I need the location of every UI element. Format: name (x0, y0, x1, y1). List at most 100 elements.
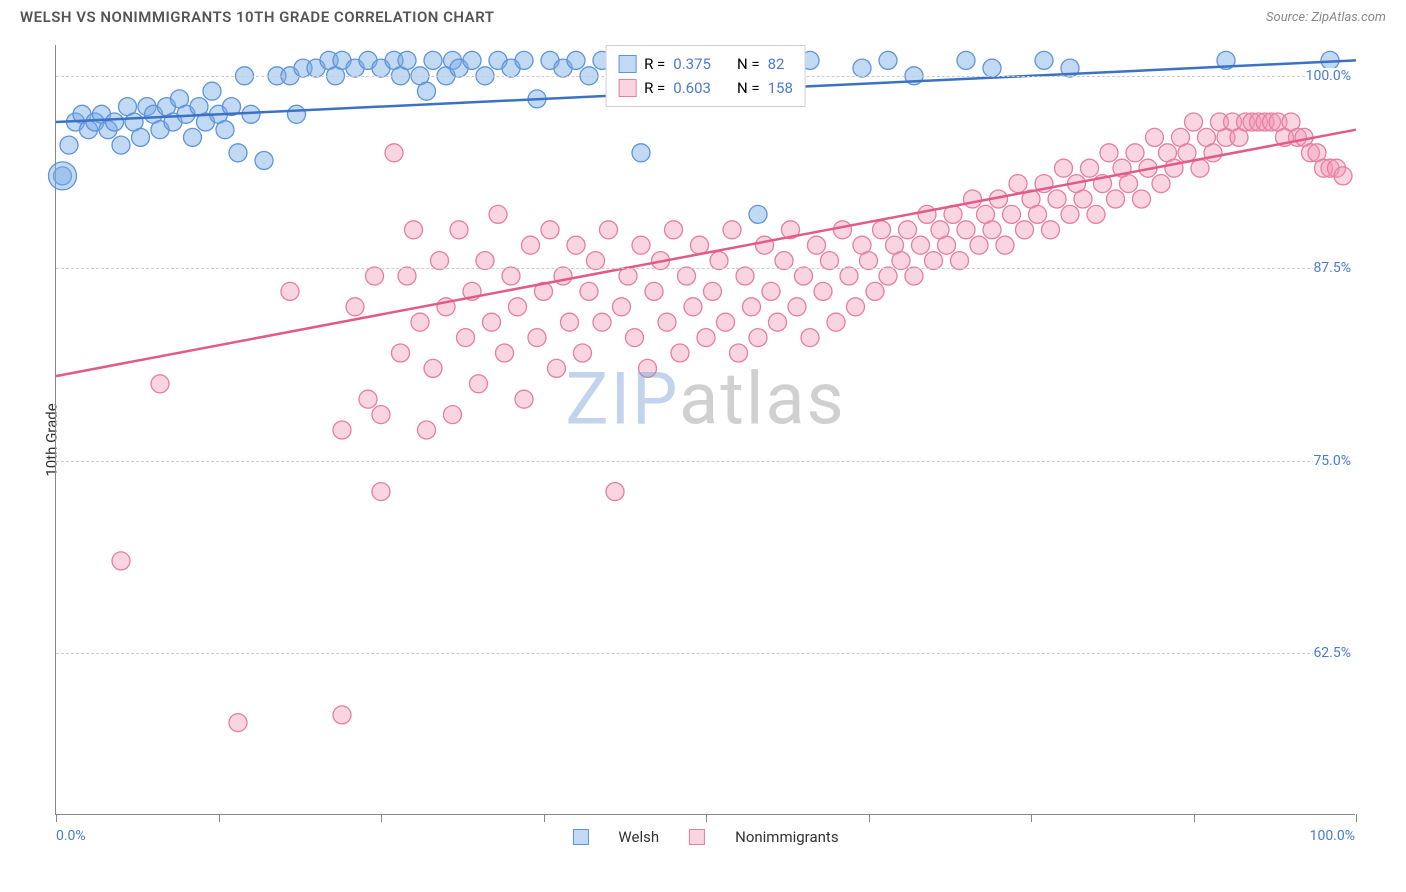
scatter-point (678, 267, 696, 285)
scatter-point (840, 267, 858, 285)
r-label: R = (644, 52, 665, 76)
scatter-point (925, 252, 943, 270)
x-tick (219, 814, 220, 822)
scatter-point (567, 51, 585, 69)
bottom-legend: Welsh Nonimmigrants (572, 828, 838, 846)
scatter-point (873, 221, 891, 239)
scatter-point (736, 267, 754, 285)
scatter-point (1016, 221, 1034, 239)
scatter-point (216, 121, 234, 139)
r-value-welsh: 0.375 (673, 52, 711, 76)
scatter-point (483, 313, 501, 331)
x-tick (56, 814, 57, 822)
scatter-point (346, 298, 364, 316)
x-min-label: 0.0% (56, 828, 86, 844)
scatter-point (639, 359, 657, 377)
scatter-point (476, 252, 494, 270)
scatter-point (528, 329, 546, 347)
swatch-welsh-b (572, 829, 588, 845)
scatter-point (860, 252, 878, 270)
scatter-point (983, 221, 1001, 239)
scatter-point (918, 205, 936, 223)
scatter-point (580, 282, 598, 300)
scatter-point (151, 375, 169, 393)
scatter-point-large (49, 162, 77, 190)
scatter-point (710, 252, 728, 270)
scatter-point (1055, 159, 1073, 177)
swatch-nonimm (618, 79, 636, 97)
scatter-point (229, 714, 247, 732)
scatter-point (333, 421, 351, 439)
x-tick (869, 814, 870, 822)
x-tick (1356, 814, 1357, 822)
scatter-point (938, 236, 956, 254)
scatter-point (106, 113, 124, 131)
scatter-point (418, 421, 436, 439)
scatter-point (775, 252, 793, 270)
scatter-point (743, 298, 761, 316)
scatter-point (951, 252, 969, 270)
bottom-legend-welsh: Welsh (618, 828, 659, 846)
scatter-point (970, 236, 988, 254)
y-tick-label: 62.5% (1313, 645, 1357, 661)
scatter-point (684, 298, 702, 316)
scatter-point (834, 221, 852, 239)
scatter-point (730, 344, 748, 362)
plot-svg (56, 45, 1355, 814)
scatter-point (996, 236, 1014, 254)
n-label: N = (737, 76, 760, 100)
scatter-point (879, 267, 897, 285)
gridline (56, 653, 1355, 654)
scatter-point (515, 51, 533, 69)
scatter-point (255, 152, 273, 170)
scatter-point (548, 359, 566, 377)
scatter-point (632, 144, 650, 162)
scatter-point (509, 298, 527, 316)
n-value-welsh: 82 (768, 52, 785, 76)
scatter-point (392, 344, 410, 362)
scatter-point (496, 344, 514, 362)
scatter-point (1048, 190, 1066, 208)
scatter-point (905, 267, 923, 285)
n-label: N = (737, 52, 760, 76)
scatter-point (587, 252, 605, 270)
scatter-point (1126, 144, 1144, 162)
scatter-point (1191, 159, 1209, 177)
scatter-point (398, 51, 416, 69)
scatter-point (489, 205, 507, 223)
scatter-point (1035, 51, 1053, 69)
swatch-welsh (618, 55, 636, 73)
scatter-point (632, 236, 650, 254)
scatter-point (424, 51, 442, 69)
scatter-point (411, 313, 429, 331)
scatter-point (866, 282, 884, 300)
scatter-point (424, 359, 442, 377)
scatter-point (372, 406, 390, 424)
scatter-point (788, 298, 806, 316)
scatter-point (541, 221, 559, 239)
scatter-point (827, 313, 845, 331)
y-tick-label: 100.0% (1306, 68, 1357, 84)
scatter-point (450, 221, 468, 239)
x-tick (381, 814, 382, 822)
scatter-point (561, 313, 579, 331)
scatter-point (749, 329, 767, 347)
gridline (56, 461, 1355, 462)
scatter-point (1081, 159, 1099, 177)
scatter-point (795, 267, 813, 285)
scatter-point (626, 329, 644, 347)
scatter-point (1074, 190, 1092, 208)
legend-row-nonimm: R = 0.603 N = 158 (618, 76, 793, 100)
scatter-point (801, 329, 819, 347)
source-label: Source: ZipAtlas.com (1266, 10, 1386, 25)
scatter-point (665, 221, 683, 239)
scatter-point (1003, 205, 1021, 223)
scatter-point (457, 329, 475, 347)
scatter-point (691, 236, 709, 254)
scatter-point (756, 236, 774, 254)
x-tick (544, 814, 545, 822)
scatter-point (1146, 128, 1164, 146)
scatter-point (964, 190, 982, 208)
scatter-point (1133, 190, 1151, 208)
scatter-point (405, 221, 423, 239)
